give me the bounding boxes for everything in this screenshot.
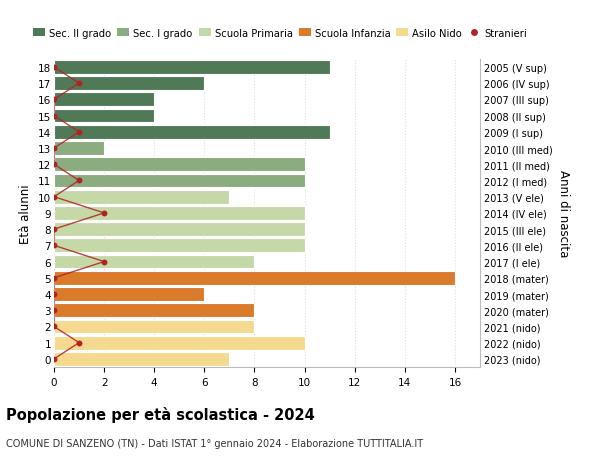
Bar <box>54 320 254 334</box>
Bar <box>54 158 305 172</box>
Text: Popolazione per età scolastica - 2024: Popolazione per età scolastica - 2024 <box>6 406 315 422</box>
Bar <box>54 190 229 204</box>
Bar <box>54 61 329 75</box>
Bar <box>54 352 229 366</box>
Point <box>49 307 59 314</box>
Point <box>49 112 59 120</box>
Point <box>49 145 59 152</box>
Point <box>49 274 59 282</box>
Bar <box>54 93 154 107</box>
Bar <box>54 77 205 91</box>
Y-axis label: Anni di nascita: Anni di nascita <box>557 170 569 257</box>
Point <box>49 323 59 330</box>
Bar <box>54 336 305 350</box>
Bar <box>54 207 305 220</box>
Point <box>49 291 59 298</box>
Bar <box>54 287 205 301</box>
Point <box>49 161 59 168</box>
Legend: Sec. II grado, Sec. I grado, Scuola Primaria, Scuola Infanzia, Asilo Nido, Stran: Sec. II grado, Sec. I grado, Scuola Prim… <box>29 25 531 43</box>
Bar <box>54 239 305 253</box>
Bar <box>54 255 254 269</box>
Point <box>49 96 59 104</box>
Point <box>100 258 109 266</box>
Bar <box>54 223 305 236</box>
Point <box>74 129 84 136</box>
Point <box>49 64 59 72</box>
Bar <box>54 174 305 188</box>
Bar <box>54 109 154 123</box>
Bar <box>54 126 329 140</box>
Y-axis label: Età alunni: Età alunni <box>19 184 32 243</box>
Point <box>49 194 59 201</box>
Bar <box>54 271 455 285</box>
Bar <box>54 142 104 156</box>
Point <box>74 177 84 185</box>
Point <box>49 242 59 250</box>
Text: COMUNE DI SANZENO (TN) - Dati ISTAT 1° gennaio 2024 - Elaborazione TUTTITALIA.IT: COMUNE DI SANZENO (TN) - Dati ISTAT 1° g… <box>6 438 423 448</box>
Point <box>74 339 84 347</box>
Point <box>49 226 59 233</box>
Bar <box>54 304 254 318</box>
Point <box>74 80 84 88</box>
Point <box>49 355 59 363</box>
Point <box>100 210 109 217</box>
